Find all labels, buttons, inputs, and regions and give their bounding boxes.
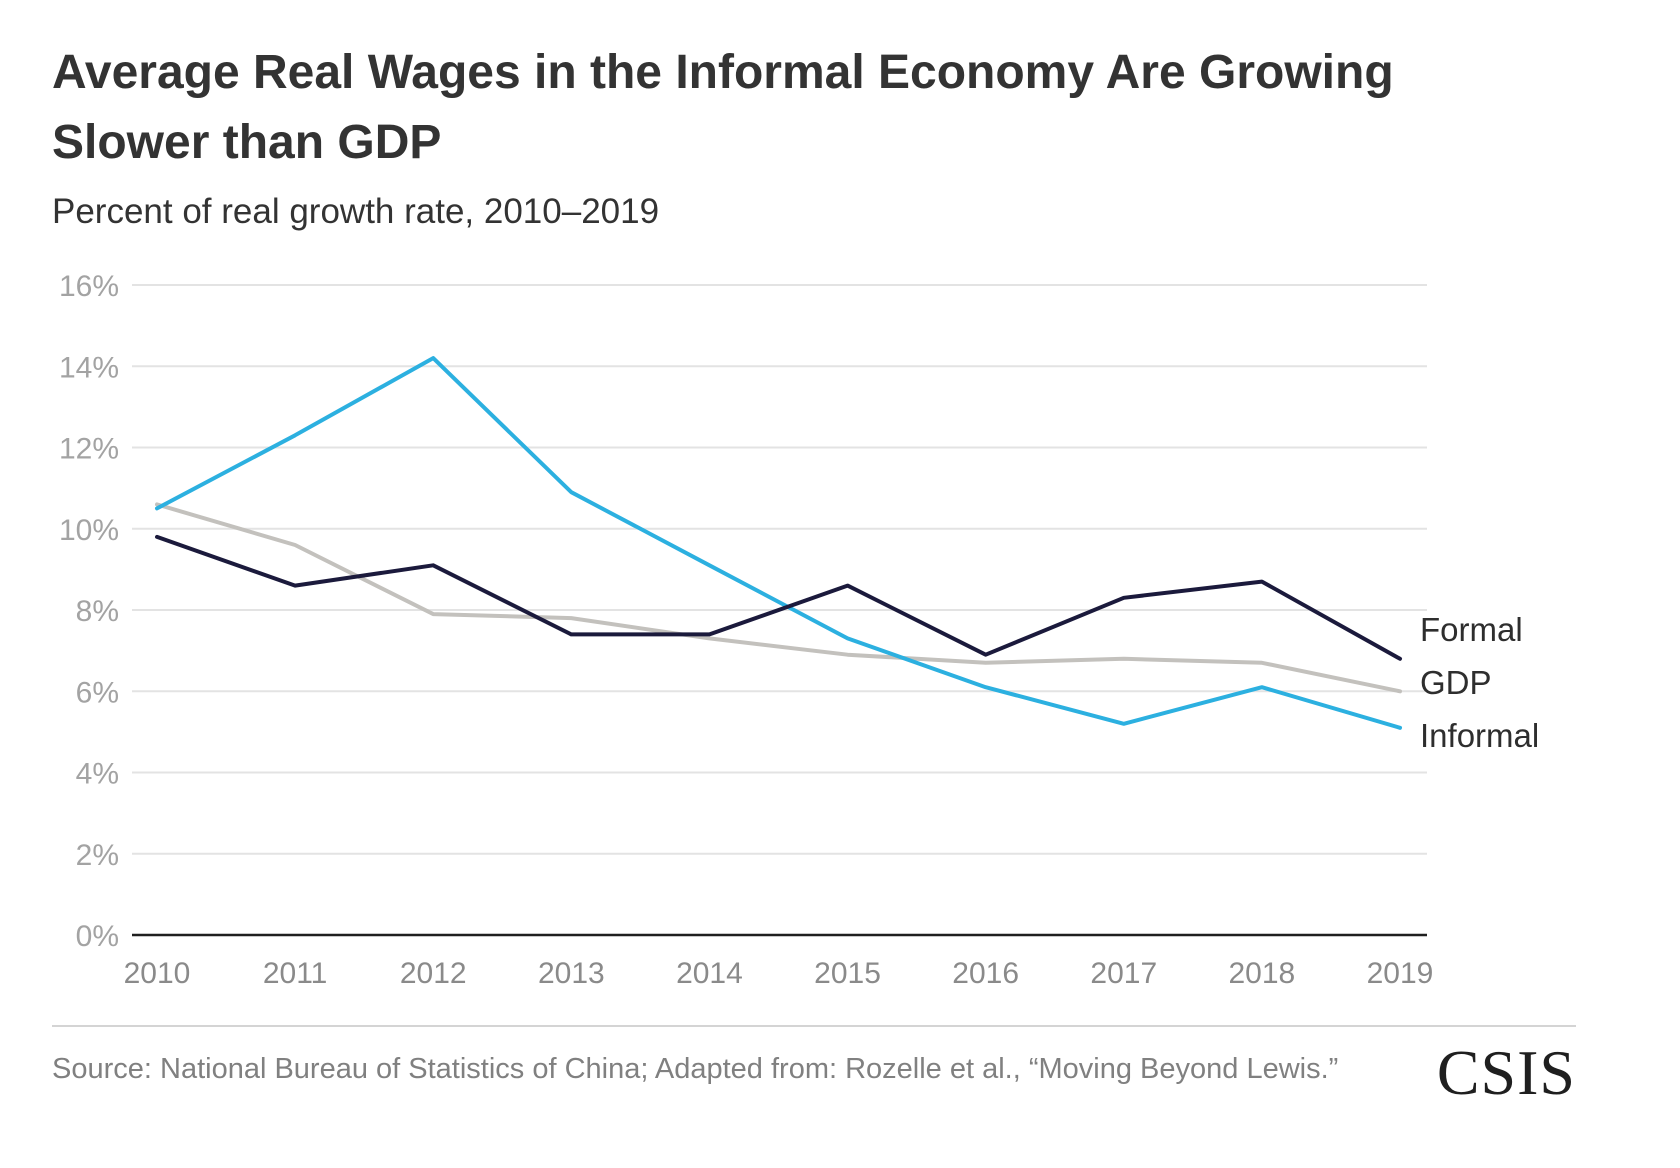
series-line-gdp (155, 502, 1402, 694)
y-axis-ticks: 0% 2% 4% 6% 8% 10% 12% 14% 16% (59, 270, 119, 953)
chart-subtitle: Percent of real growth rate, 2010–2019 (52, 192, 660, 231)
series-line-informal (155, 356, 1402, 730)
x-tick-label: 2010 (124, 957, 191, 990)
gridlines (132, 284, 1427, 855)
y-tick-label: 14% (59, 351, 119, 384)
y-tick-label: 0% (76, 920, 119, 953)
x-tick-label: 2015 (814, 957, 881, 990)
x-tick-label: 2014 (676, 957, 743, 990)
line-chart: 0%2%4%6%8%10%12%14%16% 2010 2011 2012 2013 2… (59, 270, 1539, 990)
chart-title: Average Real Wages in the Informal Econo… (52, 46, 1394, 169)
y-tick-label: 8% (76, 595, 119, 628)
x-axis-ticks: 2010 2011 2012 2013 2014 2015 2016 2017 2018 2019 (124, 957, 1434, 990)
x-tick-label: 2011 (263, 957, 328, 990)
series-label-formal: Formal (1420, 611, 1523, 648)
x-tick-label: 2013 (538, 957, 605, 990)
series-label-gdp: GDP (1420, 664, 1492, 701)
y-tick-label: 4% (76, 758, 119, 791)
x-tick-label: 2019 (1367, 957, 1434, 990)
y-tick-label: 16% (59, 270, 119, 303)
y-tick-label: 12% (59, 433, 119, 466)
csis-logo: CSIS (1436, 1037, 1576, 1108)
series-line-formal (155, 534, 1402, 661)
x-tick-label: 2016 (952, 957, 1019, 990)
footer-divider (52, 1025, 1576, 1027)
source-note: Source: National Bureau of Statistics of… (52, 1053, 1339, 1085)
x-tick-label: 2018 (1229, 957, 1296, 990)
series-labels: Formal GDP Informal (1420, 611, 1539, 754)
y-tick-label: 6% (76, 676, 119, 709)
series-label-informal: Informal (1420, 717, 1539, 754)
y-tick-label: 2% (76, 839, 119, 872)
series-lines (155, 356, 1402, 730)
x-tick-label: 2012 (400, 957, 467, 990)
x-tick-label: 2017 (1090, 957, 1157, 990)
y-tick-label: 10% (59, 514, 119, 547)
